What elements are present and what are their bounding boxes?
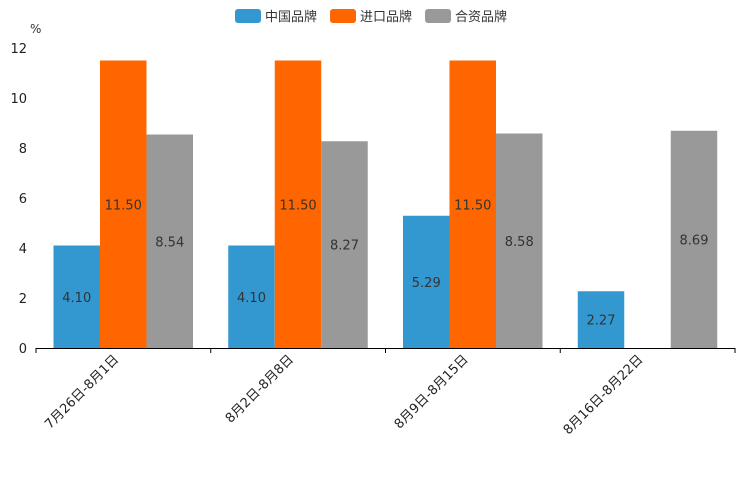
y-tick-label: 0 [19,342,27,357]
y-tick-label: 6 [19,192,27,207]
bar-2-3[interactable] [321,141,368,348]
bar-1-3[interactable] [146,134,194,349]
data-label-3-1: 5.29 [412,276,441,291]
data-label-1-2: 11.50 [105,198,142,213]
bars: 4.10 11.50 8.54 4.10 11.50 8.27 5.29 11.50 8.58 2… [53,60,718,349]
y-tick-label: 12 [10,42,27,57]
data-label-3-3: 8.58 [505,235,534,250]
legend-item-3[interactable]: 合资品牌 [425,9,507,25]
legend-label: 合资品牌 [455,9,507,25]
legend: 中国品牌 进口品牌 合资品牌 [235,9,507,25]
y-tick-label: 4 [19,242,27,257]
x-tick-label: 7月26日-8月1日 [42,352,122,432]
legend-label: 中国品牌 [265,9,317,25]
data-label-1-3: 8.54 [155,235,184,250]
data-label-4-1: 2.27 [587,314,616,329]
y-axis-unit-label: % [30,22,41,36]
bar-1-1[interactable] [53,245,101,349]
y-axis: 0 2 4 6 8 10 12 [10,42,27,357]
bar-3-2[interactable] [449,60,497,349]
bar-2-2[interactable] [274,60,322,349]
legend-item-2[interactable]: 进口品牌 [330,9,412,25]
legend-swatch [235,9,261,23]
bar-3-3[interactable] [496,133,543,349]
data-label-2-2: 11.50 [279,198,316,213]
y-tick-label: 10 [10,92,27,107]
data-label-4-3: 8.69 [680,233,709,248]
legend-swatch [425,9,451,23]
legend-label: 进口品牌 [360,9,412,25]
data-label-3-2: 11.50 [454,198,491,213]
x-axis: 7月26日-8月1日 8月2日-8月8日 8月9日-8月15日 8月16日-8月22日 [35,348,736,438]
y-tick-label: 2 [19,292,27,307]
bar-4-3[interactable] [670,130,718,348]
bar-1-2[interactable] [100,60,147,349]
bar-2-1[interactable] [228,245,275,349]
data-label-2-3: 8.27 [330,239,359,254]
bar-3-1[interactable] [403,215,450,348]
y-tick-label: 8 [19,142,27,157]
data-label-1-1: 4.10 [62,291,91,306]
legend-item-1[interactable]: 中国品牌 [235,9,317,25]
x-tick-label: 8月2日-8月8日 [223,352,297,426]
x-tick-label: 8月9日-8月15日 [392,352,472,432]
bar-4-1[interactable] [577,291,625,348]
data-label-2-1: 4.10 [237,291,266,306]
legend-swatch [330,9,356,23]
x-tick-label: 8月16日-8月22日 [561,352,647,438]
